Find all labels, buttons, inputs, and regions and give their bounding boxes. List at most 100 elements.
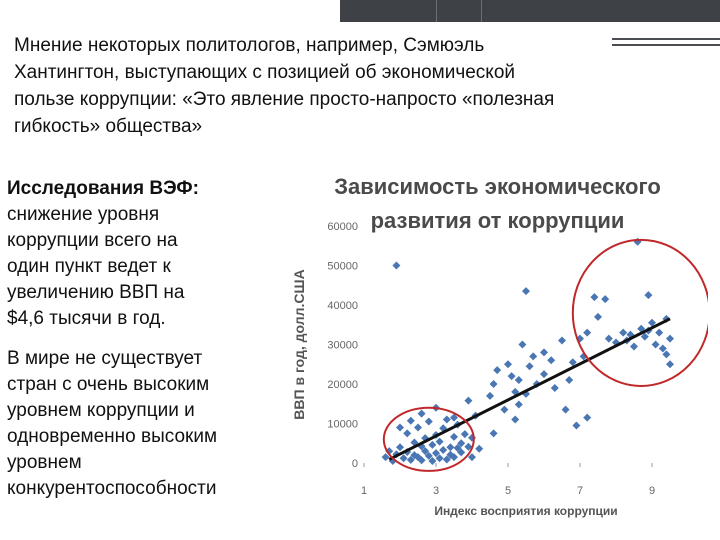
data-point [428,457,437,466]
divider-line [612,44,720,46]
research-line: увеличению ВВП на [7,282,185,303]
chart-title-line: развития от коррупции [370,208,625,233]
data-point [601,295,610,304]
data-point [525,362,534,371]
quote-line: Хантингтон, выступающих с позицией об эк… [14,62,515,83]
data-point [565,376,574,385]
data-point [493,366,502,375]
data-point [424,417,433,426]
x-axis-title: Индекс восприятия коррупции [434,504,617,518]
data-point [637,324,646,333]
data-point [500,405,509,414]
data-point [450,453,458,462]
research-line: $4,6 тысячи в год. [7,308,166,329]
data-point [540,348,548,357]
data-point [594,312,602,321]
data-point [504,360,512,369]
x-tick-label: 1 [361,485,367,497]
data-point [457,448,466,457]
data-point [518,340,527,349]
data-point [583,413,592,422]
trend-line [388,317,671,461]
data-point [540,370,548,379]
competitiveness-line: В мире не существует [7,348,203,369]
quote-line: гибкость» общества» [14,116,203,137]
data-point [450,432,458,441]
y-tick-label: 0 [352,458,358,470]
data-point [414,453,422,462]
competitiveness-line: уровнем [7,452,82,473]
data-point [410,438,419,447]
data-point [403,429,412,438]
data-point [446,450,455,459]
data-point [640,332,649,341]
data-point [464,442,473,451]
data-point [658,344,667,353]
data-point [489,380,498,388]
data-point [396,423,404,432]
x-tick-label: 3 [433,485,439,497]
data-point [439,445,448,454]
data-point [507,372,516,381]
x-tick-label: 5 [505,485,511,497]
data-point [414,423,422,432]
quote-line: пользе коррупции: «Это явление просто-на… [14,89,555,110]
data-point [406,416,415,425]
data-point [644,291,653,300]
data-point [511,387,520,396]
data-point [424,451,433,460]
x-tick-label: 9 [649,485,655,497]
quote-line: Мнение некоторых политологов, например, … [14,35,485,56]
competitiveness-line: стран с очень высоким [7,374,210,395]
data-point [486,391,494,400]
data-point [550,383,559,392]
data-point [435,437,444,446]
data-point [547,356,556,365]
research-paragraph: снижение уровня коррупции всего на один … [7,202,275,332]
data-point [417,409,426,418]
data-point [475,444,484,453]
data-point [662,350,671,359]
research-notes: Исследования ВЭФ: снижение уровня корруп… [7,176,275,502]
scatter-chart: 0 10000 20000 30000 40000 50000 60000 1 3 5 7 9 ВВП … [291,221,708,518]
data-point [468,453,476,462]
data-point [489,429,498,438]
data-point [630,342,638,351]
y-tick-label: 20000 [327,379,358,391]
data-point [464,396,473,405]
data-point [626,330,635,339]
chart-title: Зависимость экономического развития от к… [300,170,695,238]
data-point [558,336,566,345]
data-point [619,328,628,337]
y-tick-label: 30000 [327,340,358,352]
data-point [604,334,613,343]
y-tick-label: 40000 [327,300,358,312]
data-point [421,447,430,456]
competitiveness-line: одновременно высоким [7,426,218,447]
data-point [428,440,437,449]
data-point [522,287,530,296]
top-bar-segment [436,0,482,22]
slide-top-bar [340,0,720,22]
competitiveness-paragraph: В мире не существует стран с очень высок… [7,346,275,502]
data-point [460,430,469,439]
y-tick-label: 60000 [327,221,358,233]
data-point [396,443,404,452]
data-point [666,334,674,343]
data-point [561,405,570,414]
data-point [568,358,577,367]
data-point [417,456,426,465]
data-point [457,439,466,448]
highlight-ellipse [571,238,708,387]
data-point [666,360,674,369]
x-tick-label: 7 [577,485,583,497]
data-point [399,454,408,463]
data-point [655,328,664,337]
highlight-ellipse [382,406,475,472]
data-point [576,334,584,343]
y-tick-label: 50000 [327,261,358,273]
data-point [446,443,455,452]
data-point [572,421,581,430]
data-point [381,453,390,462]
y-axis-title: ВВП в год, долл.США [291,269,307,419]
